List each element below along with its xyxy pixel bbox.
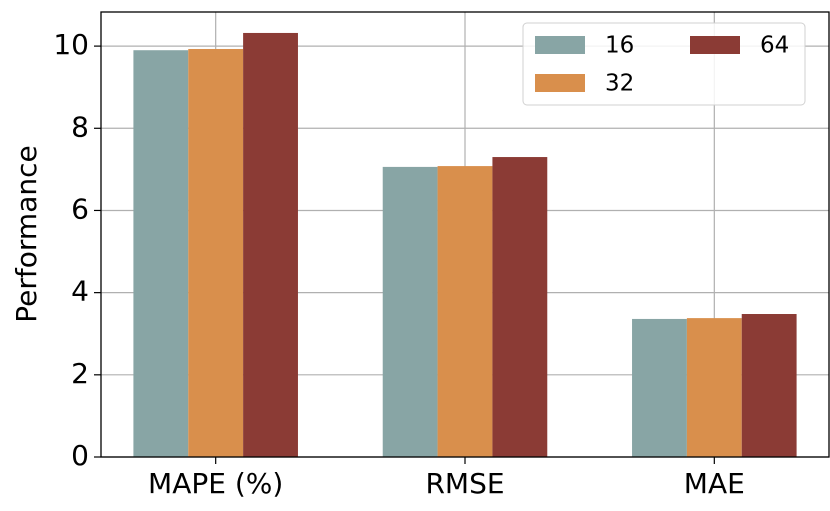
- bar: [632, 318, 687, 457]
- bar: [382, 166, 438, 458]
- bar: [492, 157, 548, 457]
- legend-swatch: [690, 36, 740, 54]
- y-tick-label: 10: [53, 28, 89, 61]
- legend-swatch: [535, 74, 585, 92]
- legend-label: 16: [605, 33, 634, 59]
- legend-swatch: [535, 36, 585, 54]
- bar: [243, 32, 298, 457]
- legend-label: 64: [760, 33, 789, 59]
- y-tick-label: 2: [71, 357, 89, 390]
- y-tick-label: 0: [71, 439, 89, 472]
- bar: [133, 50, 189, 458]
- bar: [741, 314, 797, 457]
- x-tick-label: MAPE (%): [148, 467, 283, 500]
- y-tick-label: 4: [71, 275, 89, 308]
- plot-frame: [100, 11, 830, 458]
- bar: [437, 166, 493, 457]
- y-axis-label: Performance: [10, 145, 43, 322]
- y-tick-label: 8: [71, 110, 89, 143]
- legend-label: 32: [605, 71, 634, 97]
- bar: [686, 318, 742, 457]
- bar: [188, 48, 244, 457]
- x-tick-label: RMSE: [425, 467, 504, 500]
- x-tick-label: MAE: [684, 467, 745, 500]
- y-tick-label: 6: [71, 192, 89, 225]
